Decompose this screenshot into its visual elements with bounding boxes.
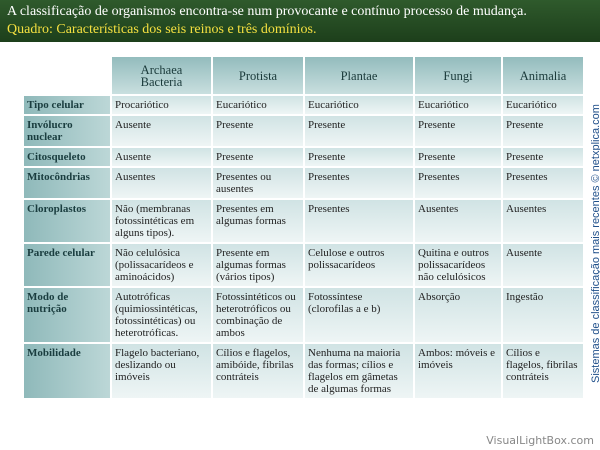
cell: Presentes ou ausentes <box>211 166 305 200</box>
cell: Presentes <box>501 166 585 200</box>
cell: Quitina e outros polissacarídeos não cel… <box>413 242 503 288</box>
corner <box>23 56 111 95</box>
cell: Presente em algumas formas (vários tipos… <box>211 242 305 288</box>
cell: Cílios e flagelos, amibóide, fibrilas co… <box>211 342 305 400</box>
cell: Ambos: móveis e imóveis <box>413 342 503 400</box>
cell: Presente <box>501 146 585 168</box>
cell: Fotossintéticos ou heterotróficos ou com… <box>211 286 305 344</box>
table-row: Mobilidade Flagelo bacteriano, deslizando… <box>22 342 585 400</box>
cell: Ingestão <box>501 286 585 344</box>
cell: Ausente <box>110 114 213 148</box>
row-label: Modo de nutrição <box>22 286 112 344</box>
header-row: Archaea Bacteria Protista Plantae Fungi Anim… <box>23 55 585 96</box>
side-note: Sistemas de classificação mais recentes … <box>590 104 600 383</box>
cell: Fotossíntese (clorofilas a e b) <box>303 286 415 344</box>
cell: Absorção <box>413 286 503 344</box>
table-row: Tipo celular Procariótico Eucariótico Eucar… <box>22 94 585 116</box>
row-label: Cloroplastos <box>22 198 112 244</box>
cell: Presente <box>413 146 503 168</box>
watermark: VisualLightBox.com <box>486 434 594 447</box>
table-row: Citosqueleto Ausente Presente Presente Prese… <box>22 146 585 168</box>
cell: Não celulósica (polissacarídeos e aminoá… <box>110 242 213 288</box>
kingdoms-table: Archaea Bacteria Protista Plantae Fungi Anim… <box>22 55 585 400</box>
row-label: Invólucro nuclear <box>22 114 112 148</box>
table-row: Cloroplastos Não (membranas fotossintétic… <box>22 198 585 244</box>
row-label: Mobilidade <box>22 342 112 400</box>
row-label: Citosqueleto <box>22 146 112 168</box>
cell: Presente <box>303 146 415 168</box>
row-label: Mitocôndrias <box>22 166 112 200</box>
column-header: Fungi <box>413 55 503 96</box>
cell: Ausente <box>110 146 213 168</box>
cell: Presentes em algumas formas <box>211 198 305 244</box>
cell: Eucariótico <box>303 94 415 116</box>
column-header: Protista <box>211 55 305 96</box>
cell: Presentes <box>303 166 415 200</box>
subtitle: Quadro: Características dos seis reinos … <box>7 22 317 37</box>
cell: Presente <box>211 114 305 148</box>
cell: Ausentes <box>413 198 503 244</box>
table-row: Invólucro nuclear Ausente Presente Presente… <box>22 114 585 148</box>
cell: Cílios e flagelos, fibrilas contráteis <box>501 342 585 400</box>
title: A classificação de organismos encontra-s… <box>7 4 527 19</box>
cell: Ausentes <box>501 198 585 244</box>
row-label: Tipo celular <box>22 94 112 116</box>
cell: Presente <box>501 114 585 148</box>
cell: Presente <box>211 146 305 168</box>
cell: Ausentes <box>110 166 213 200</box>
table-row: Parede celular Não celulósica (polissacar… <box>22 242 585 288</box>
column-header: Animalia <box>501 55 585 96</box>
cell: Presentes <box>303 198 415 244</box>
cell: Presente <box>413 114 503 148</box>
cell: Ausente <box>501 242 585 288</box>
cell: Flagelo bacteriano, deslizando ou imóvei… <box>110 342 213 400</box>
table-row: Modo de nutrição Autotróficas (quimiossin… <box>22 286 585 344</box>
column-header: Archaea Bacteria <box>110 55 213 96</box>
cell: Não (membranas fotossintéticas em alguns… <box>110 198 213 244</box>
column-header: Plantae <box>303 55 415 96</box>
header-bar: A classificação de organismos encontra-s… <box>0 0 600 42</box>
cell: Presentes <box>413 166 503 200</box>
cell: Eucariótico <box>413 94 503 116</box>
cell: Eucariótico <box>501 94 585 116</box>
cell: Nenhuma na maioria das formas; cílios e … <box>303 342 415 400</box>
cell: Presente <box>303 114 415 148</box>
cell: Celulose e outros polissacarídeos <box>303 242 415 288</box>
table-row: Mitocôndrias Ausentes Presentes ou ausente… <box>22 166 585 200</box>
cell: Autotróficas (quimiossintéticas, fotossi… <box>110 286 213 344</box>
row-label: Parede celular <box>22 242 112 288</box>
cell: Eucariótico <box>211 94 305 116</box>
cell: Procariótico <box>110 94 213 116</box>
